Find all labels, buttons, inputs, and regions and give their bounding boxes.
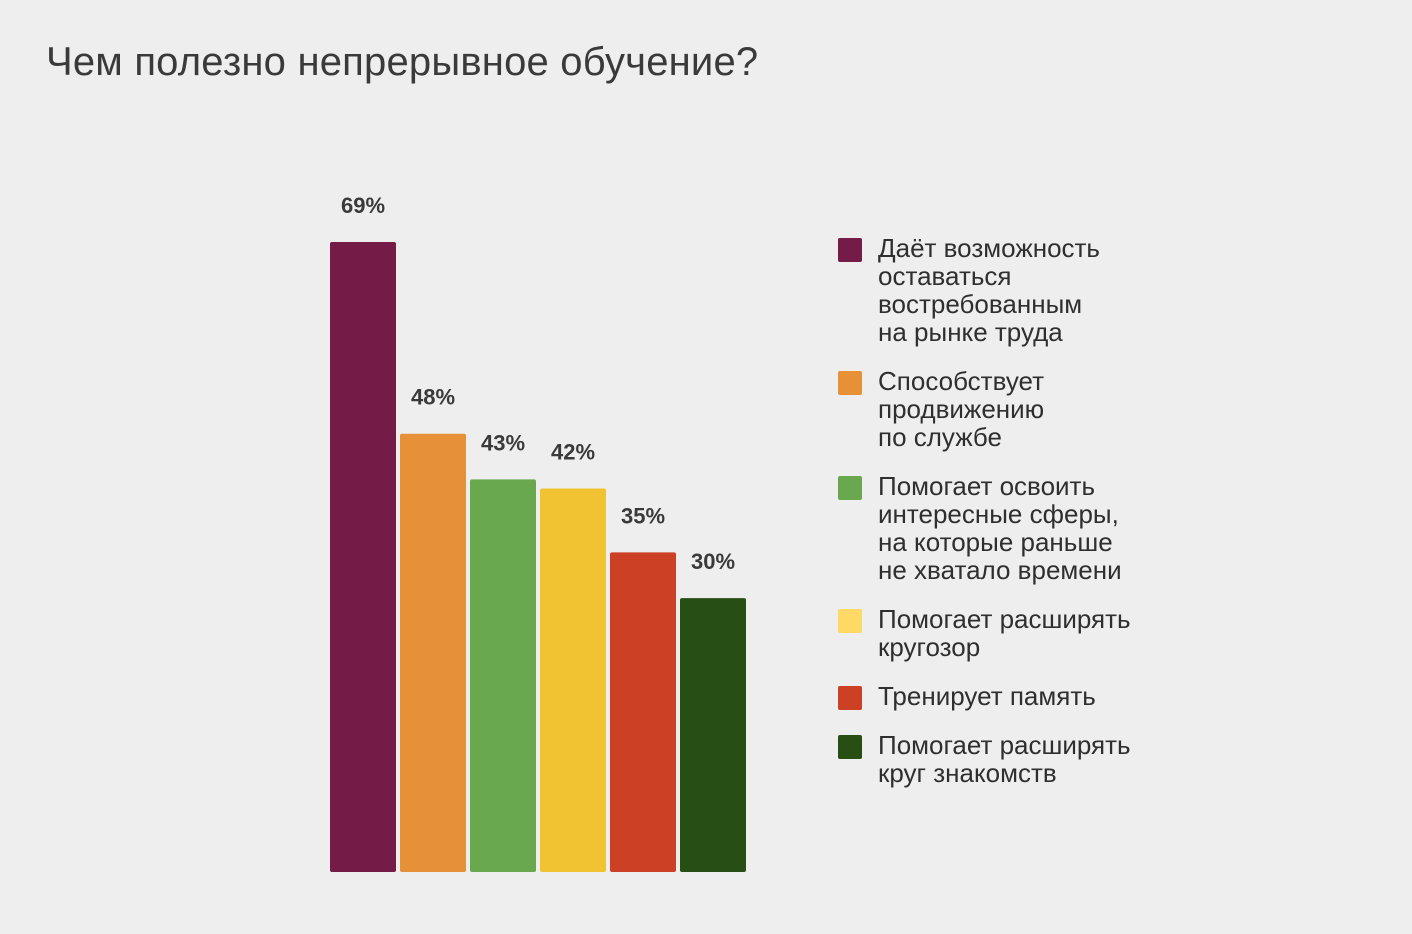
legend-swatch xyxy=(838,686,862,710)
legend-label: Тренирует память xyxy=(878,681,1096,711)
bar xyxy=(610,552,676,872)
legend-item: Помогает расширять кругозор xyxy=(838,605,1218,661)
bar-value-label: 43% xyxy=(481,430,525,455)
bar xyxy=(680,598,746,872)
bar-value-label: 35% xyxy=(621,503,665,528)
legend-label: Помогает расширять кругозор xyxy=(878,604,1131,662)
legend-item: Помогает освоить интересные сферы, на ко… xyxy=(838,472,1218,584)
legend-swatch xyxy=(838,609,862,633)
legend-swatch xyxy=(838,735,862,759)
chart-title: Чем полезно непрерывное обучение? xyxy=(46,40,759,84)
legend-item: Помогает расширять круг знакомств xyxy=(838,731,1218,787)
legend-label: Способствует продвижению по службе xyxy=(878,366,1045,452)
legend-item: Способствует продвижению по службе xyxy=(838,367,1218,451)
chart-legend: Даёт возможность оставаться востребованн… xyxy=(838,234,1218,808)
legend-item: Даёт возможность оставаться востребованн… xyxy=(838,234,1218,346)
bar xyxy=(400,433,466,872)
legend-label: Помогает освоить интересные сферы, на ко… xyxy=(878,471,1122,585)
legend-label: Помогает расширять круг знакомств xyxy=(878,730,1131,788)
bar xyxy=(470,479,536,872)
bar-value-label: 48% xyxy=(411,385,455,410)
legend-swatch xyxy=(838,476,862,500)
bar-value-label: 69% xyxy=(341,193,385,218)
bar-value-label: 30% xyxy=(691,549,735,574)
legend-swatch xyxy=(838,238,862,262)
legend-item: Тренирует память xyxy=(838,682,1218,710)
bar xyxy=(540,488,606,872)
legend-swatch xyxy=(838,371,862,395)
bar xyxy=(330,242,396,872)
legend-label: Даёт возможность оставаться востребованн… xyxy=(878,233,1100,347)
bar-value-label: 42% xyxy=(551,440,595,465)
